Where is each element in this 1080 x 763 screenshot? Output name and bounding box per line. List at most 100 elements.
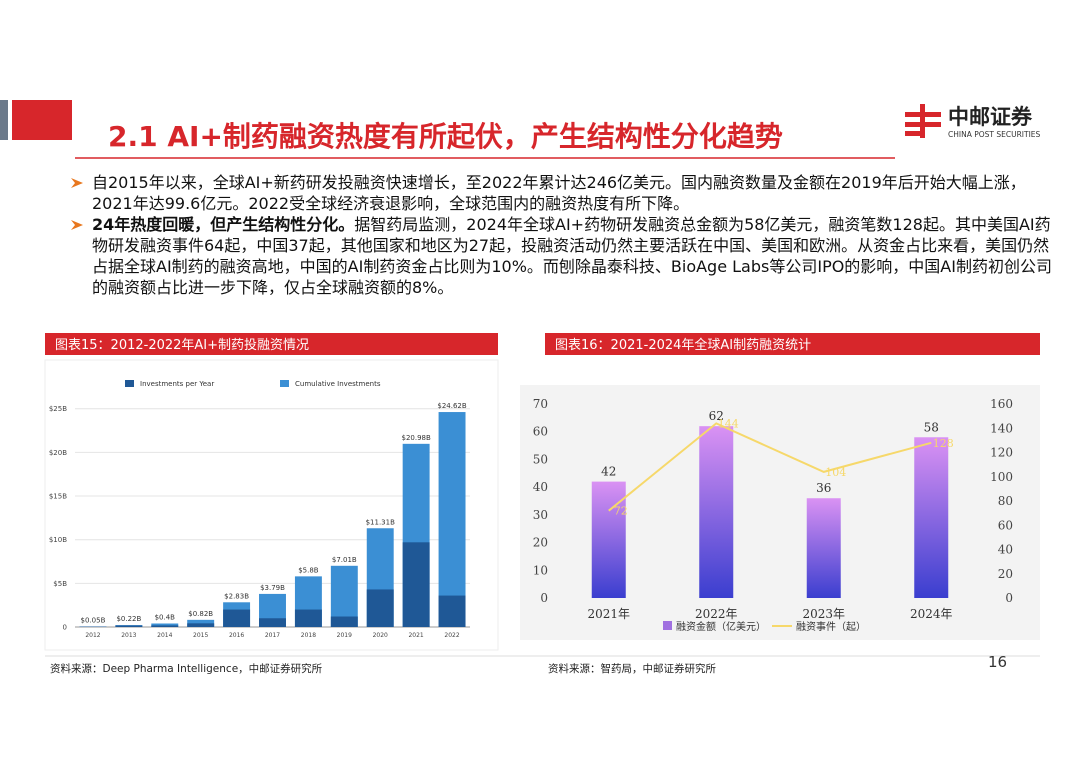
data-label: 72 xyxy=(614,505,628,518)
bar xyxy=(115,625,143,627)
y2-tick-label: 60 xyxy=(998,518,1013,532)
x-tick-label: 2019 xyxy=(337,632,352,639)
data-label: $0.22B xyxy=(116,615,141,623)
y-tick-label: 10 xyxy=(533,563,548,577)
y-tick-label: 30 xyxy=(533,508,548,522)
y-tick-label: 20 xyxy=(533,536,548,550)
bullet-icon xyxy=(71,178,83,188)
data-label: $0.05B xyxy=(81,617,106,625)
line xyxy=(608,422,932,512)
bullet: 24年热度回暖，但产生结构性分化。据智药局监测，2024年全球AI+药物研发融资… xyxy=(70,214,1060,298)
deco-bar xyxy=(12,100,72,140)
bar xyxy=(187,623,215,627)
y-tick-label: 50 xyxy=(533,452,548,466)
data-label: $2.83B xyxy=(224,592,249,600)
page-number: 16 xyxy=(988,653,1007,671)
logo-name: 中邮证券 xyxy=(948,105,1033,129)
x-tick-label: 2012 xyxy=(85,632,100,639)
legend-label: Investments per Year xyxy=(140,380,214,388)
y2-tick-label: 100 xyxy=(990,470,1013,484)
data-label: 104 xyxy=(825,466,846,479)
x-tick-label: 2021 xyxy=(408,632,423,639)
data-label: $11.31B xyxy=(366,518,395,526)
y2-tick-label: 0 xyxy=(1005,591,1013,605)
chart-title: 图表15：2012-2022年AI+制药投融资情况 xyxy=(55,337,309,353)
legend-swatch xyxy=(280,380,289,387)
data-label: 36 xyxy=(816,481,831,495)
source: 资料来源：智药局，中邮证券研究所 xyxy=(548,662,716,675)
bullet-bold: 24年热度回暖，但产生结构性分化。 xyxy=(92,215,355,234)
data-label: $5.8B xyxy=(298,566,319,574)
y-tick-label: $15B xyxy=(49,493,67,501)
x-tick-label: 2013 xyxy=(121,632,136,639)
bullet-text: 据智药局监测，2024年全球AI+药物研发融资总金额为58亿美元，融资笔数128… xyxy=(92,215,1052,297)
y-tick-label: 60 xyxy=(533,425,548,439)
bullets: 自2015年以来，全球AI+新药研发投融资快速增长，至2022年累计达246亿美… xyxy=(70,172,1060,298)
bar xyxy=(806,498,841,598)
bar xyxy=(591,481,626,598)
y2-tick-label: 140 xyxy=(990,421,1013,435)
data-label: 58 xyxy=(924,420,939,434)
y2-tick-label: 40 xyxy=(998,543,1013,557)
data-label: $0.82B xyxy=(188,610,213,618)
bar xyxy=(914,437,949,598)
y-tick-label: $20B xyxy=(49,449,67,457)
data-label: $24.62B xyxy=(437,402,466,410)
bar xyxy=(151,623,179,627)
x-tick-label: 2024年 xyxy=(910,607,953,621)
bar xyxy=(366,589,394,627)
data-label: $7.01B xyxy=(332,556,357,564)
y-tick-label: $25B xyxy=(49,405,67,413)
data-label: 42 xyxy=(601,465,616,479)
bar xyxy=(223,609,251,627)
y-tick-label: 70 xyxy=(533,397,548,411)
logo-icon xyxy=(905,104,941,138)
bar xyxy=(438,595,466,627)
data-label: $3.79B xyxy=(260,584,285,592)
y2-tick-label: 120 xyxy=(990,446,1013,460)
deco-bar xyxy=(0,100,8,140)
legend-label: Cumulative Investments xyxy=(295,380,381,388)
chart-header xyxy=(545,333,1040,355)
title: 2.1 AI+制药融资热度有所起伏，产生结构性分化趋势 xyxy=(108,120,783,153)
data-label: 62 xyxy=(709,409,724,423)
x-tick-label: 2018 xyxy=(301,632,316,639)
legend-label: 融资金额（亿美元） xyxy=(676,620,766,633)
x-tick-label: 2014 xyxy=(157,632,172,639)
y-tick-label: 0 xyxy=(63,624,67,632)
logo-subtitle: CHINA POST SECURITIES xyxy=(948,130,1041,139)
x-tick-label: 2016 xyxy=(229,632,244,639)
chart-frame xyxy=(44,359,499,651)
bar xyxy=(402,542,430,627)
legend-swatch xyxy=(125,380,134,387)
bar xyxy=(438,412,466,627)
y2-tick-label: 80 xyxy=(998,494,1013,508)
y2-tick-label: 160 xyxy=(990,397,1013,411)
x-tick-label: 2021年 xyxy=(587,607,630,621)
bar xyxy=(259,618,286,627)
y-tick-label: 40 xyxy=(533,480,548,494)
source: 资料来源：Deep Pharma Intelligence，中邮证券研究所 xyxy=(50,662,323,675)
x-tick-label: 2022年 xyxy=(695,607,738,621)
bar xyxy=(330,616,358,627)
chart-header xyxy=(45,333,498,355)
x-tick-label: 2015 xyxy=(193,632,208,639)
bar xyxy=(699,426,734,598)
bullet: 自2015年以来，全球AI+新药研发投融资快速增长，至2022年累计达246亿美… xyxy=(70,172,1060,214)
data-label: $0.4B xyxy=(155,614,176,622)
bullet-icon xyxy=(71,220,83,230)
y-tick-label: $5B xyxy=(53,580,67,588)
legend-label: 融资事件（起） xyxy=(796,620,866,633)
chart-title: 图表16：2021-2024年全球AI制药融资统计 xyxy=(555,337,811,353)
x-tick-label: 2020 xyxy=(373,632,388,639)
y-tick-label: 0 xyxy=(540,591,548,605)
bullet-text: 自2015年以来，全球AI+新药研发投融资快速增长，至2022年累计达246亿美… xyxy=(92,173,1026,213)
data-label: $20.98B xyxy=(401,434,430,442)
y2-tick-label: 20 xyxy=(998,567,1013,581)
legend-swatch xyxy=(663,621,672,630)
bar xyxy=(151,625,179,627)
y-tick-label: $10B xyxy=(49,536,67,544)
x-tick-label: 2017 xyxy=(265,632,280,639)
